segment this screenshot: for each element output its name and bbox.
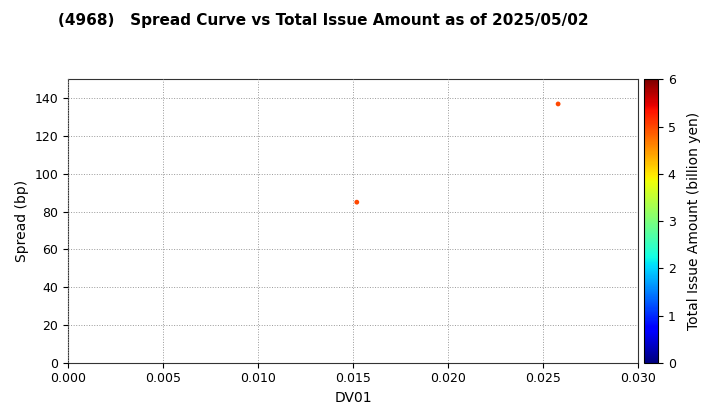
Y-axis label: Total Issue Amount (billion yen): Total Issue Amount (billion yen) — [687, 112, 701, 330]
Y-axis label: Spread (bp): Spread (bp) — [15, 180, 29, 262]
Text: (4968)   Spread Curve vs Total Issue Amount as of 2025/05/02: (4968) Spread Curve vs Total Issue Amoun… — [58, 13, 588, 28]
Point — [552, 101, 564, 108]
Point — [351, 199, 363, 205]
X-axis label: DV01: DV01 — [334, 391, 372, 405]
